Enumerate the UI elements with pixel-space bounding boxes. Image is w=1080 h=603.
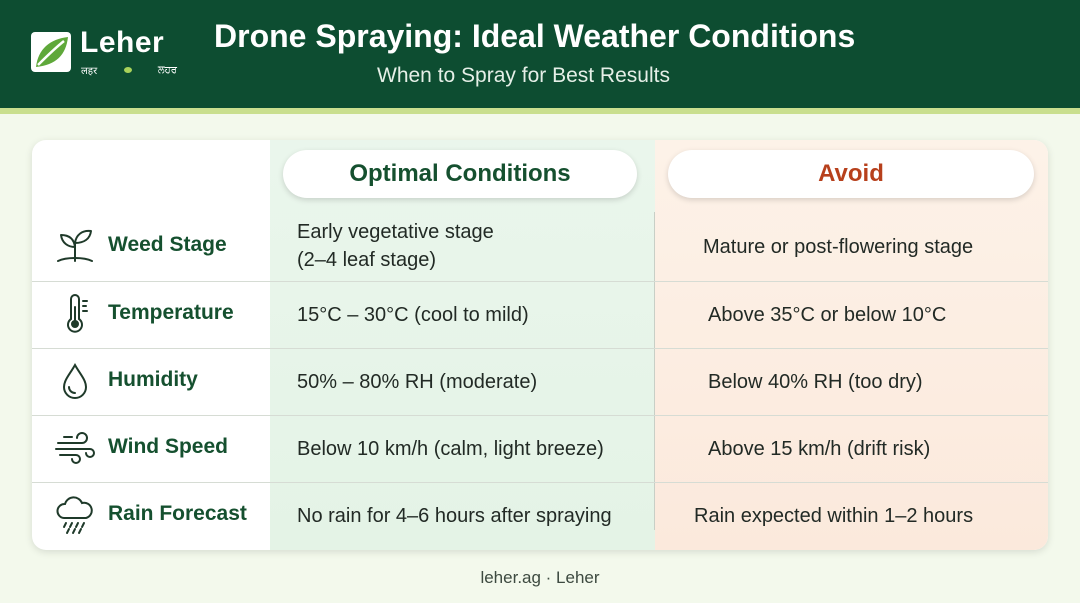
thermometer-icon	[67, 294, 88, 333]
table-row-rain-forecast: Rain Forecast No rain for 4–6 hours afte…	[32, 482, 1048, 549]
footer-credit[interactable]: leher.ag · Leher	[480, 568, 600, 587]
row-label: Temperature	[108, 301, 234, 324]
avoid-value: Above 35°C or below 10°C	[708, 304, 947, 326]
row-label: Weed Stage	[108, 233, 227, 256]
table-row-humidity: Humidity 50% – 80% RH (moderate) Below 4…	[32, 348, 1048, 415]
row-label: Rain Forecast	[108, 502, 247, 525]
brand-tagline: लहर ਲਹਰ	[81, 63, 177, 78]
table-row-weed-stage: Weed Stage Early vegetative stage (2–4 l…	[32, 213, 1048, 280]
header-accent-bar	[0, 108, 1080, 114]
page-subtitle: When to Spray for Best Results	[377, 64, 670, 87]
optimal-value: No rain for 4–6 hours after spraying	[297, 505, 612, 527]
avoid-value: Above 15 km/h (drift risk)	[708, 438, 931, 460]
row-label: Wind Speed	[108, 435, 228, 458]
optimal-column-header: Optimal Conditions	[283, 150, 637, 198]
row-label: Humidity	[108, 368, 198, 391]
row-divider	[32, 281, 1048, 282]
optimal-value: Below 10 km/h (calm, light breeze)	[297, 438, 604, 460]
wind-icon	[55, 432, 95, 464]
column-divider	[654, 212, 655, 530]
optimal-value-line: Early vegetative stage	[297, 221, 494, 243]
page-title: Drone Spraying: Ideal Weather Conditions	[214, 18, 856, 54]
brand-sub-punjabi: ਲਹਰ	[157, 64, 177, 76]
optimal-value: 15°C – 30°C (cool to mild)	[297, 304, 529, 326]
avoid-column-bg	[655, 140, 1048, 550]
header-banner: Leher लहर ਲਹਰ Drone Spraying: Ideal Weat…	[0, 0, 1080, 108]
optimal-value: Early vegetative stage (2–4 leaf stage)	[297, 218, 642, 274]
leaf-logo-icon	[31, 32, 71, 72]
avoid-value: Mature or post-flowering stage	[703, 236, 974, 258]
row-divider	[32, 482, 1048, 483]
row-divider	[32, 348, 1048, 349]
row-divider	[32, 415, 1048, 416]
optimal-column-bg	[270, 140, 655, 550]
conditions-table: Optimal Conditions Avoid Weed Stage Earl…	[32, 140, 1048, 550]
water-drop-icon	[62, 362, 88, 399]
brand-logo[interactable]: Leher लहर ਲਹਰ	[30, 26, 180, 78]
avoid-column-header: Avoid	[668, 150, 1034, 198]
avoid-value: Below 40% RH (too dry)	[708, 371, 923, 393]
avoid-value: Rain expected within 1–2 hours	[694, 505, 974, 527]
brand-sub-hindi: लहर	[81, 66, 98, 77]
optimal-value-line: (2–4 leaf stage)	[297, 249, 436, 271]
rain-cloud-icon	[56, 496, 93, 534]
optimal-value: 50% – 80% RH (moderate)	[297, 371, 538, 393]
table-row-wind-speed: Wind Speed Below 10 km/h (calm, light br…	[32, 415, 1048, 482]
leaf-dot-icon	[123, 67, 132, 73]
table-row-temperature: Temperature 15°C – 30°C (cool to mild) A…	[32, 281, 1048, 348]
seedling-icon	[57, 229, 93, 262]
brand-name: Leher	[80, 26, 165, 59]
